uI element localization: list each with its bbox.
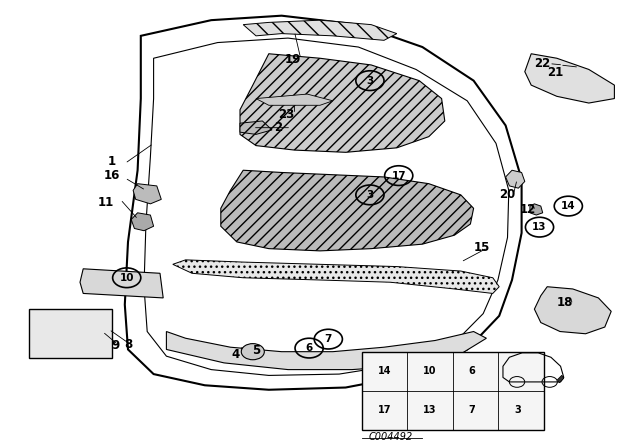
Text: 1: 1 bbox=[108, 155, 116, 168]
Text: 3: 3 bbox=[515, 405, 521, 415]
Polygon shape bbox=[530, 204, 543, 215]
Polygon shape bbox=[29, 309, 112, 358]
Text: 14: 14 bbox=[378, 366, 391, 376]
Text: 6: 6 bbox=[305, 343, 313, 353]
Polygon shape bbox=[525, 54, 614, 103]
Text: 11: 11 bbox=[97, 196, 114, 209]
Text: 8: 8 bbox=[124, 337, 132, 351]
Text: 20: 20 bbox=[499, 188, 516, 202]
Polygon shape bbox=[221, 170, 474, 251]
Text: 19: 19 bbox=[285, 52, 301, 66]
Text: 5: 5 bbox=[252, 344, 260, 357]
Text: 14: 14 bbox=[561, 201, 575, 211]
Text: 2: 2 bbox=[275, 121, 282, 134]
Text: 15: 15 bbox=[474, 241, 490, 254]
Text: 4: 4 bbox=[232, 348, 239, 362]
Text: 7: 7 bbox=[324, 334, 332, 344]
Text: 21: 21 bbox=[547, 66, 564, 79]
Polygon shape bbox=[240, 54, 445, 152]
Polygon shape bbox=[133, 184, 161, 204]
Polygon shape bbox=[243, 20, 397, 40]
Text: 9: 9 bbox=[111, 339, 119, 353]
Polygon shape bbox=[557, 375, 564, 383]
Text: 10: 10 bbox=[120, 273, 134, 283]
Circle shape bbox=[241, 344, 264, 360]
Text: 13: 13 bbox=[532, 222, 547, 232]
Polygon shape bbox=[166, 332, 486, 370]
Polygon shape bbox=[240, 121, 272, 134]
Text: 22: 22 bbox=[534, 57, 550, 70]
Text: 3: 3 bbox=[366, 190, 374, 200]
Polygon shape bbox=[173, 260, 499, 293]
Polygon shape bbox=[80, 269, 163, 298]
Text: 18: 18 bbox=[556, 296, 573, 309]
Polygon shape bbox=[256, 94, 333, 105]
Text: 17: 17 bbox=[392, 171, 406, 181]
Text: 23: 23 bbox=[278, 108, 294, 121]
Text: 13: 13 bbox=[423, 405, 436, 415]
Text: 6: 6 bbox=[468, 366, 476, 376]
Text: 7: 7 bbox=[468, 405, 476, 415]
Text: 3: 3 bbox=[366, 76, 374, 86]
Text: 16: 16 bbox=[104, 169, 120, 182]
Text: 12: 12 bbox=[520, 202, 536, 216]
Polygon shape bbox=[534, 287, 611, 334]
Polygon shape bbox=[131, 213, 154, 231]
FancyBboxPatch shape bbox=[362, 352, 544, 430]
Text: C004492: C004492 bbox=[368, 432, 413, 442]
Polygon shape bbox=[506, 170, 525, 188]
Text: 17: 17 bbox=[378, 405, 391, 415]
Text: 10: 10 bbox=[423, 366, 436, 376]
